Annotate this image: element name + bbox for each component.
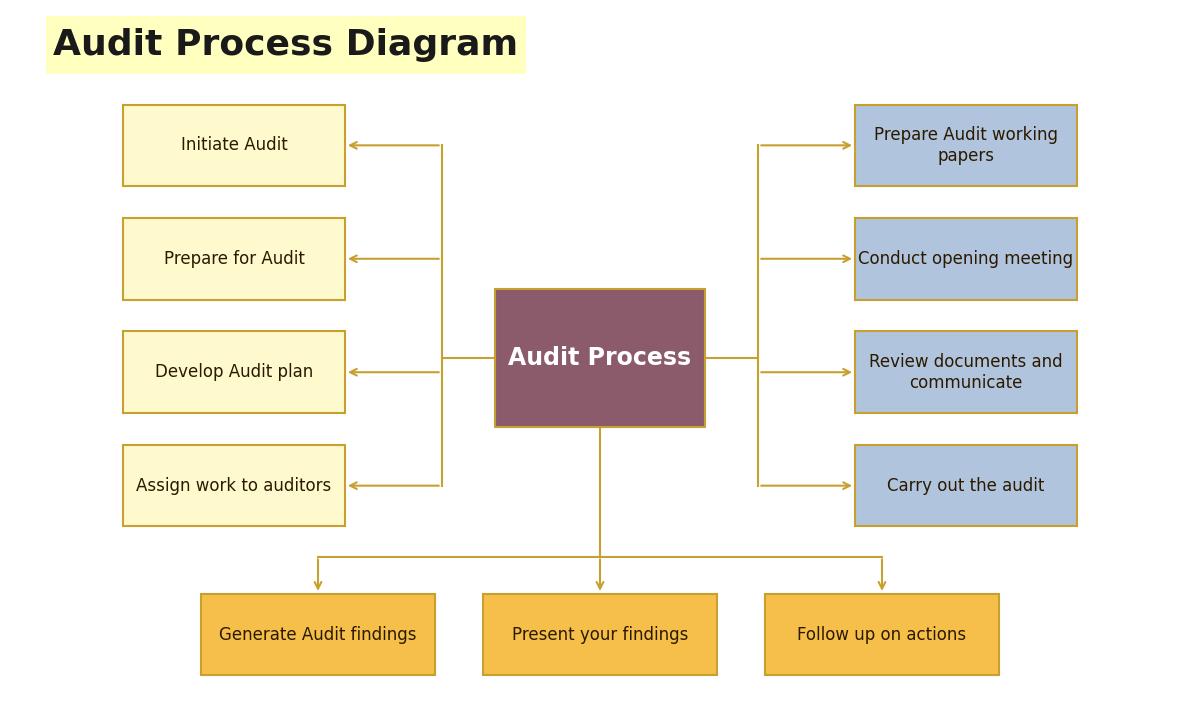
FancyBboxPatch shape [496, 289, 704, 427]
Text: Prepare for Audit: Prepare for Audit [163, 250, 305, 268]
Text: Audit Process Diagram: Audit Process Diagram [53, 28, 518, 62]
FancyBboxPatch shape [854, 104, 1078, 186]
FancyBboxPatch shape [124, 218, 346, 299]
Text: Prepare Audit working
papers: Prepare Audit working papers [874, 126, 1058, 164]
FancyBboxPatch shape [482, 594, 716, 675]
FancyBboxPatch shape [124, 332, 346, 413]
FancyBboxPatch shape [766, 594, 998, 675]
FancyBboxPatch shape [854, 332, 1078, 413]
FancyBboxPatch shape [854, 445, 1078, 526]
Text: Develop Audit plan: Develop Audit plan [155, 363, 313, 381]
FancyBboxPatch shape [124, 445, 346, 526]
Text: Carry out the audit: Carry out the audit [887, 476, 1045, 495]
Text: Initiate Audit: Initiate Audit [181, 136, 287, 155]
Text: Audit Process: Audit Process [509, 346, 691, 370]
FancyBboxPatch shape [46, 16, 526, 74]
Text: Assign work to auditors: Assign work to auditors [137, 476, 331, 495]
Text: Follow up on actions: Follow up on actions [798, 625, 966, 644]
Text: Conduct opening meeting: Conduct opening meeting [858, 250, 1074, 268]
FancyBboxPatch shape [854, 218, 1078, 299]
Text: Review documents and
communicate: Review documents and communicate [869, 353, 1063, 391]
Text: Present your findings: Present your findings [512, 625, 688, 644]
Text: Generate Audit findings: Generate Audit findings [220, 625, 416, 644]
FancyBboxPatch shape [202, 594, 436, 675]
FancyBboxPatch shape [124, 104, 346, 186]
